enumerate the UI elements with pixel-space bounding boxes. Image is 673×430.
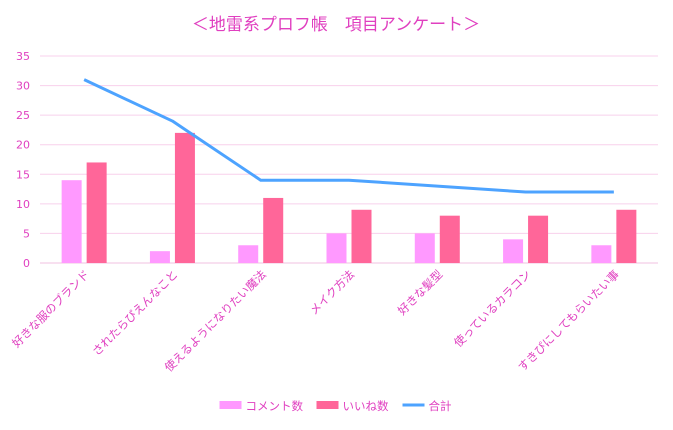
- grid-lines: [40, 55, 658, 264]
- y-tick-label: 25: [16, 109, 30, 122]
- total-line-layer: [83, 78, 614, 194]
- x-tick-label: 好きな服のブランド: [9, 267, 92, 350]
- x-tick-label: 好きな髪型: [395, 267, 446, 318]
- bar-comments: [238, 245, 259, 263]
- bar-comments: [503, 239, 524, 263]
- x-tick-label: メイク方法: [307, 267, 357, 317]
- bar-comments: [149, 251, 170, 263]
- legend-label: コメント数: [246, 399, 304, 413]
- bar-likes: [263, 197, 284, 263]
- bar-comments: [61, 180, 82, 263]
- bar-likes: [86, 162, 107, 263]
- total-line: [83, 78, 614, 194]
- legend: コメント数 いいね数 合計: [219, 399, 452, 413]
- legend-label: いいね数: [343, 399, 389, 413]
- bar-likes: [351, 209, 372, 263]
- bar-comments: [591, 245, 612, 263]
- x-tick-label: 使えるようになりたい魔法: [162, 267, 269, 374]
- y-tick-label: 15: [16, 168, 30, 181]
- legend-swatch: [219, 401, 242, 409]
- y-tick-label: 5: [23, 227, 30, 240]
- x-tick-label: すきぴにしてもらいたい事: [515, 267, 622, 374]
- bar-comments: [414, 233, 435, 263]
- bar-likes: [616, 209, 637, 263]
- y-tick-label: 20: [16, 139, 30, 152]
- legend-label: 合計: [429, 399, 452, 413]
- x-tick-label: 使っているカラコン: [451, 267, 534, 350]
- bar-comments: [326, 233, 347, 263]
- y-tick-label: 0: [23, 257, 30, 270]
- chart-title: ＜地雷系プロフ帳 項目アンケート＞: [192, 15, 480, 35]
- y-tick-label: 10: [16, 198, 30, 211]
- y-tick-label: 30: [16, 80, 30, 93]
- x-tick-label: されたらぴえんなこと: [89, 267, 180, 358]
- legend-swatch: [316, 401, 339, 409]
- bar-likes: [174, 132, 195, 263]
- bars: [61, 132, 637, 263]
- bar-likes: [528, 215, 549, 263]
- bar-likes: [439, 215, 460, 263]
- y-axis-ticks: 0 5 10 15 20 25 30 35: [16, 50, 30, 270]
- y-tick-label: 35: [16, 50, 30, 63]
